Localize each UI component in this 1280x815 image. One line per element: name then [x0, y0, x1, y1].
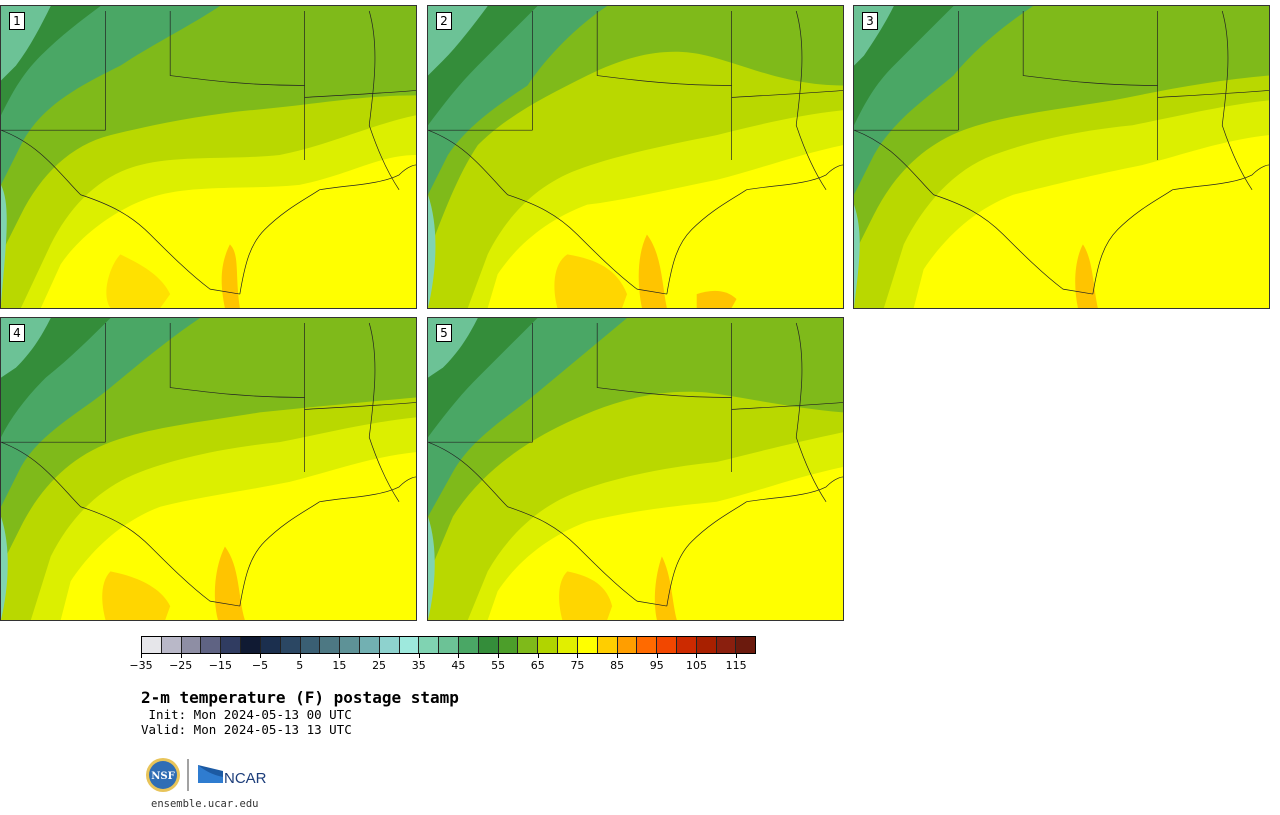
colorbar-swatch [340, 637, 360, 653]
colorbar-tick-label: 45 [451, 659, 466, 672]
stamp-panel-1[interactable]: 1 [0, 5, 417, 309]
temperature-map-5 [428, 318, 843, 620]
colorbar-swatch [320, 637, 341, 653]
figure-title: 2-m temperature (F) postage stamp [141, 688, 459, 707]
colorbar-tick [379, 654, 381, 658]
valid-time: Valid: Mon 2024-05-13 13 UTC [141, 722, 352, 737]
colorbar-tick-label: −15 [208, 659, 232, 672]
colorbar-swatch [736, 637, 756, 653]
temperature-map-1 [1, 6, 416, 308]
temperature-map-2 [428, 6, 843, 308]
colorbar-swatch [379, 637, 400, 653]
colorbar-swatch [280, 637, 301, 653]
stamp-panel-5[interactable]: 5 [427, 317, 844, 621]
stamp-panel-2[interactable]: 2 [427, 5, 844, 309]
colorbar-tick [299, 654, 301, 658]
colorbar-swatch [637, 637, 658, 653]
temperature-map-4 [1, 318, 416, 620]
stamp-number-label: 3 [862, 12, 878, 30]
colorbar-swatch [221, 637, 242, 653]
colorbar-swatch [597, 637, 618, 653]
colorbar-tick-label: 95 [649, 659, 664, 672]
colorbar-swatch [657, 637, 677, 653]
colorbar-tick-label: 65 [530, 659, 545, 672]
colorbar-swatch [459, 637, 479, 653]
site-url[interactable]: ensemble.ucar.edu [151, 798, 259, 810]
colorbar-tick [696, 654, 698, 658]
colorbar-tick-label: 5 [296, 659, 304, 672]
colorbar-swatch [538, 637, 559, 653]
colorbar-swatch [359, 637, 380, 653]
colorbar-tick [180, 654, 182, 658]
colorbar-swatch [577, 637, 598, 653]
sponsor-logos: NSF NCAR [145, 757, 275, 793]
nsf-logo-icon: NSF [146, 758, 180, 792]
colorbar-tick [617, 654, 619, 658]
colorbar-tick [498, 654, 500, 658]
colorbar-swatch [241, 637, 261, 653]
colorbar-tick [656, 654, 658, 658]
svg-text:NSF: NSF [151, 771, 174, 782]
colorbar [141, 636, 756, 654]
colorbar-ticks: −35 −25 −15 −5 5 15 25 35 45 55 65 75 85 95 105 115 [129, 654, 756, 674]
colorbar-tick [736, 654, 738, 658]
colorbar-swatch [478, 637, 499, 653]
colorbar-tick [458, 654, 460, 658]
colorbar-swatch [142, 637, 162, 653]
init-time: Init: Mon 2024-05-13 00 UTC [141, 707, 352, 722]
colorbar-swatch [617, 637, 638, 653]
ncar-logo-icon: NCAR [198, 765, 267, 787]
colorbar-tick-label: 115 [725, 659, 747, 672]
colorbar-tick [220, 654, 222, 658]
colorbar-swatch [498, 637, 519, 653]
colorbar-swatch [181, 637, 202, 653]
temperature-map-3 [854, 6, 1269, 308]
colorbar-tick [260, 654, 262, 658]
colorbar-tick [418, 654, 420, 658]
colorbar-tick-label: 85 [610, 659, 625, 672]
stamp-number-label: 5 [436, 324, 452, 342]
stamp-panel-3[interactable]: 3 [853, 5, 1270, 309]
colorbar-swatch [676, 637, 697, 653]
colorbar-swatch [161, 637, 182, 653]
svg-text:NCAR: NCAR [224, 770, 267, 787]
colorbar-tick-label: 105 [685, 659, 707, 672]
colorbar-tick-label: 25 [372, 659, 387, 672]
colorbar-tick [141, 654, 142, 658]
colorbar-tick [577, 654, 579, 658]
colorbar-tick [339, 654, 341, 658]
stamp-number-label: 2 [436, 12, 452, 30]
colorbar-swatch [716, 637, 737, 653]
colorbar-tick-label: 75 [570, 659, 585, 672]
stamp-number-label: 4 [9, 324, 25, 342]
colorbar-swatch [518, 637, 539, 653]
colorbar-tick-label: −25 [169, 659, 193, 672]
colorbar-swatch [439, 637, 459, 653]
stamp-panel-4[interactable]: 4 [0, 317, 417, 621]
colorbar-swatch [399, 637, 420, 653]
colorbar-swatch [201, 637, 222, 653]
colorbar-swatch [696, 637, 717, 653]
stamp-number-label: 1 [9, 12, 25, 30]
colorbar-tick [537, 654, 539, 658]
colorbar-swatch [419, 637, 440, 653]
colorbar-swatch [558, 637, 578, 653]
colorbar-swatch [260, 637, 281, 653]
colorbar-swatch [300, 637, 321, 653]
colorbar-tick-label: 35 [411, 659, 426, 672]
colorbar-tick-label: −5 [251, 659, 269, 672]
colorbar-tick-label: −35 [129, 659, 153, 672]
colorbar-tick-label: 55 [491, 659, 506, 672]
colorbar-tick-label: 15 [332, 659, 347, 672]
